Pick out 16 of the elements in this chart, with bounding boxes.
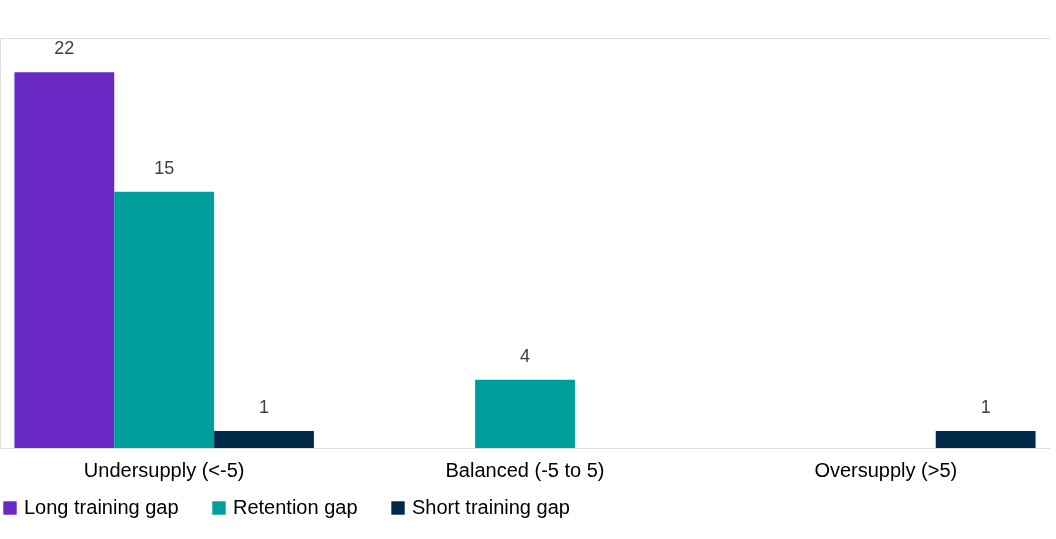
data-label: 1 xyxy=(980,396,991,417)
bar xyxy=(935,430,1036,448)
data-label: 4 xyxy=(519,345,531,366)
bar xyxy=(114,191,215,448)
bar xyxy=(214,430,314,448)
x-tick-label: Undersupply (<-5) xyxy=(83,458,245,481)
legend-label: Long training gap xyxy=(24,496,179,518)
x-tick-label: Oversupply (>5) xyxy=(814,458,958,481)
bar xyxy=(475,379,575,448)
legend-label: Retention gap xyxy=(233,496,358,518)
data-label: 22 xyxy=(54,38,75,59)
bar xyxy=(14,72,115,448)
x-tick-label: Balanced (-5 to 5) xyxy=(445,458,605,481)
data-label: 15 xyxy=(154,157,175,178)
data-label: 1 xyxy=(259,396,270,417)
legend-label: Short training gap xyxy=(412,496,570,518)
